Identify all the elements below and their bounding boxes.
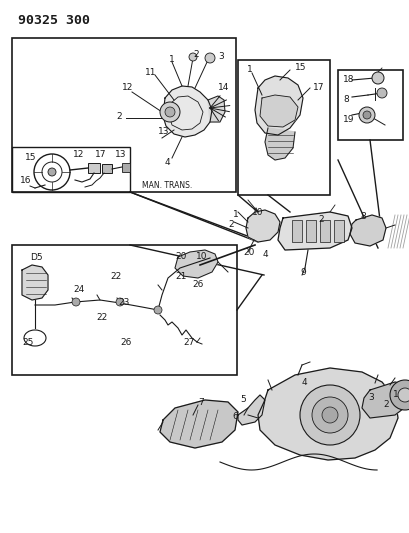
Text: 16: 16 [20,176,31,185]
Bar [334,220,344,242]
Text: 7: 7 [198,398,204,407]
Text: 19: 19 [343,115,355,124]
Polygon shape [278,212,352,250]
Text: 8: 8 [360,212,366,221]
Circle shape [48,168,56,176]
Bar [292,220,302,242]
Text: 2: 2 [193,50,199,59]
Text: 12: 12 [122,83,133,92]
Text: 17: 17 [313,83,324,92]
Text: 1: 1 [233,210,239,219]
Text: 15: 15 [295,63,306,72]
Bar [12,245,237,375]
Text: 9: 9 [300,268,306,277]
Text: 11: 11 [145,68,157,77]
Bar [88,163,100,173]
Text: 4: 4 [302,378,308,387]
Text: 10: 10 [252,208,263,217]
Circle shape [72,298,80,306]
Bar [102,164,112,173]
Polygon shape [175,250,218,278]
Text: 24: 24 [73,285,84,294]
Text: 21: 21 [175,272,187,281]
Circle shape [372,72,384,84]
Polygon shape [22,265,48,300]
Text: 3: 3 [368,393,374,402]
Bar [338,70,403,140]
Text: 5: 5 [240,395,246,404]
Circle shape [300,385,360,445]
Text: 20: 20 [175,252,187,261]
Circle shape [398,388,409,402]
Bar [238,60,330,195]
Text: 6: 6 [232,412,238,421]
Text: 14: 14 [218,83,229,92]
Text: 4: 4 [165,158,171,167]
Text: 25: 25 [22,338,34,347]
Text: 26: 26 [120,338,131,347]
Text: D5: D5 [30,253,43,262]
Circle shape [312,397,348,433]
Polygon shape [246,210,280,242]
Text: 2: 2 [383,400,389,409]
Text: 2: 2 [116,112,121,121]
Text: 8: 8 [343,95,349,104]
Text: 20: 20 [243,248,254,257]
Polygon shape [208,96,225,122]
Polygon shape [258,368,398,460]
Text: 10: 10 [196,252,207,261]
Circle shape [205,53,215,63]
Bar [306,220,316,242]
Polygon shape [163,86,212,137]
Circle shape [363,111,371,119]
Text: 22: 22 [96,313,107,322]
Polygon shape [238,395,265,425]
Circle shape [154,306,162,314]
Text: 4: 4 [263,250,269,259]
Bar [122,163,130,172]
Circle shape [116,298,124,306]
Bar [12,147,130,192]
Text: 13: 13 [158,127,169,136]
Text: 22: 22 [110,272,121,281]
Text: 26: 26 [192,280,203,289]
Text: 1: 1 [169,55,175,64]
Text: 18: 18 [343,75,355,84]
Polygon shape [255,76,303,135]
Text: 17: 17 [95,150,106,159]
Circle shape [322,407,338,423]
Text: 3: 3 [218,52,224,61]
Bar [12,38,236,192]
Polygon shape [260,95,298,127]
Text: 15: 15 [25,153,36,162]
Circle shape [160,102,180,122]
Text: 27: 27 [183,338,194,347]
Polygon shape [362,382,408,418]
Text: 23: 23 [118,298,129,307]
Text: 1: 1 [393,390,399,399]
Text: 2: 2 [318,215,324,224]
Circle shape [189,53,197,61]
Text: 13: 13 [115,150,126,159]
Circle shape [377,88,387,98]
Text: 12: 12 [73,150,84,159]
Circle shape [359,107,375,123]
Circle shape [390,380,409,410]
Text: MAN. TRANS.: MAN. TRANS. [142,181,192,190]
Circle shape [165,107,175,117]
Text: 90325 300: 90325 300 [18,14,90,27]
Bar [320,220,330,242]
Text: 1: 1 [247,65,253,74]
Polygon shape [265,128,295,160]
Text: 2: 2 [228,220,234,229]
Polygon shape [160,400,238,448]
Polygon shape [350,215,386,246]
